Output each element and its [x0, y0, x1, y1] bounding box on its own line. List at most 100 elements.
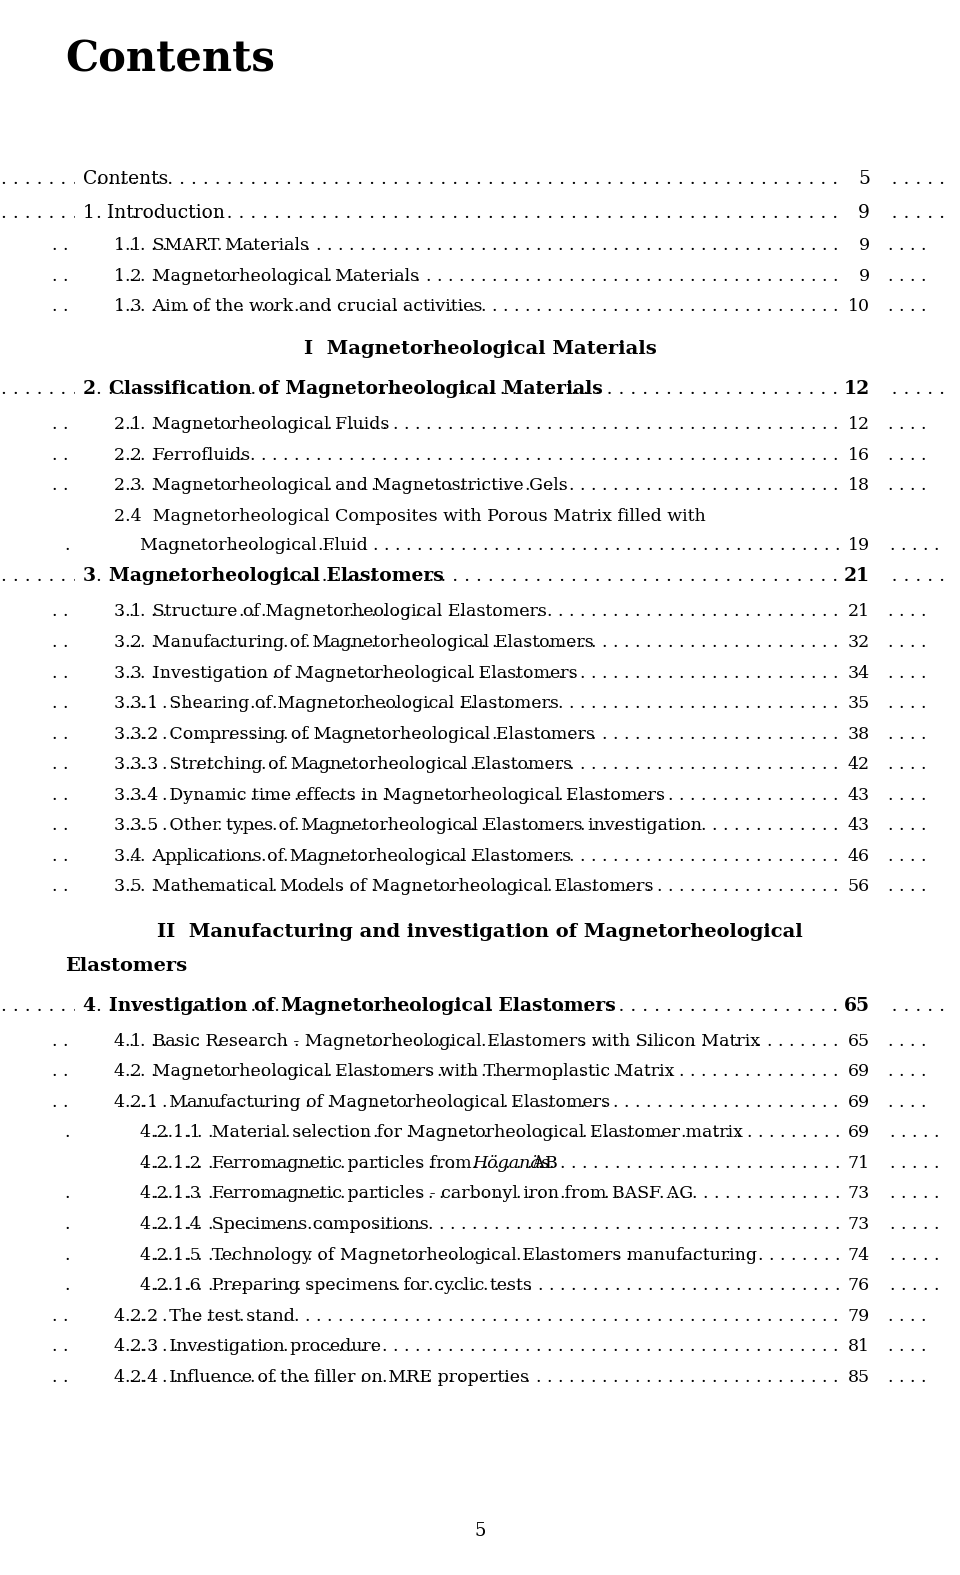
Text: 73: 73	[848, 1216, 870, 1233]
Text: 71: 71	[848, 1154, 870, 1172]
Text: 3.3.1  Shearing of Magnetorheological Elastomers: 3.3.1 Shearing of Magnetorheological Ela…	[114, 695, 559, 712]
Text: 4  Investigation of Magnetorheological Elastomers: 4 Investigation of Magnetorheological El…	[83, 997, 615, 1014]
Text: . . . . . . . . . . . . . . . . . . . . . . . . . . . . . . . . . . . . . . . . : . . . . . . . . . . . . . . . . . . . . …	[52, 635, 932, 650]
Text: 1.1  SMART Materials: 1.1 SMART Materials	[114, 238, 309, 254]
Text: . . . . . . . . . . . . . . . . . . . . . . . . . . . . . . . . . . . . . . . . : . . . . . . . . . . . . . . . . . . . . …	[1, 567, 951, 586]
Text: . . . . . . . . . . . . . . . . . . . . . . . . . . . . . . . . . . . . . . . . : . . . . . . . . . . . . . . . . . . . . …	[52, 1063, 932, 1080]
Text: 5: 5	[858, 170, 870, 187]
Text: . . . . . . . . . . . . . . . . . . . . . . . . . . . . . . . . . . . . . . . . : . . . . . . . . . . . . . . . . . . . . …	[52, 788, 932, 803]
Text: 4.2.4  Influence of the filler on MRE properties: 4.2.4 Influence of the filler on MRE pro…	[114, 1369, 529, 1386]
Text: 3.4  Applications of Magnetorheological Elastomers: 3.4 Applications of Magnetorheological E…	[114, 847, 571, 865]
Text: . . . . . . . . . . . . . . . . . . . . . . . . . . . . . . . . . . . . . . . . : . . . . . . . . . . . . . . . . . . . . …	[52, 847, 932, 865]
Text: 21: 21	[848, 603, 870, 621]
Text: 9: 9	[859, 238, 870, 254]
Text: 12: 12	[844, 380, 870, 398]
Text: 10: 10	[848, 298, 870, 315]
Text: 18: 18	[848, 477, 870, 495]
Text: 4.2.1.5  Technology of Magnetorheological Elastomers manufacturing: 4.2.1.5 Technology of Magnetorheological…	[140, 1246, 756, 1263]
Text: Elastomers: Elastomers	[65, 956, 187, 975]
Text: . . . . . . . . . . . . . . . . . . . . . . . . . . . . . . . . . . . . . . . . : . . . . . . . . . . . . . . . . . . . . …	[52, 603, 932, 621]
Text: Contents: Contents	[83, 170, 168, 187]
Text: 4.2  Magnetorheological Elastomers with Thermoplastic Matrix: 4.2 Magnetorheological Elastomers with T…	[114, 1063, 675, 1080]
Text: 4.2.1.3  Ferromagnetic particles - carbonyl iron from BASF AG: 4.2.1.3 Ferromagnetic particles - carbon…	[140, 1186, 693, 1202]
Text: 56: 56	[848, 879, 870, 896]
Text: 34: 34	[848, 665, 870, 682]
Text: 2  Classification of Magnetorheological Materials: 2 Classification of Magnetorheological M…	[83, 380, 603, 398]
Text: AB: AB	[527, 1154, 558, 1172]
Text: 4.2.1.1  Material selection for Magnetorheological Elastomer matrix: 4.2.1.1 Material selection for Magnetorh…	[140, 1125, 743, 1142]
Text: 3.1  Structure of Magnetorheological Elastomers: 3.1 Structure of Magnetorheological Elas…	[114, 603, 547, 621]
Text: 4.1  Basic Research - Magnetorheological Elastomers with Silicon Matrix: 4.1 Basic Research - Magnetorheological …	[114, 1033, 760, 1049]
Text: 3.3.2  Compressing of Magnetorheological Elastomers: 3.3.2 Compressing of Magnetorheological …	[114, 726, 595, 743]
Text: 43: 43	[848, 788, 870, 803]
Text: 79: 79	[848, 1307, 870, 1325]
Text: . . . . . . . . . . . . . . . . . . . . . . . . . . . . . . . . . . . . . . . . : . . . . . . . . . . . . . . . . . . . . …	[1, 170, 951, 187]
Text: 73: 73	[848, 1186, 870, 1202]
Text: 69: 69	[848, 1125, 870, 1142]
Text: 3  Magnetorheological Elastomers: 3 Magnetorheological Elastomers	[83, 567, 444, 586]
Text: 46: 46	[848, 847, 870, 865]
Text: 3.3.4  Dynamic time effects in Magnetorheological Elastomers: 3.3.4 Dynamic time effects in Magnetorhe…	[114, 788, 665, 803]
Text: 4.2.2  The test stand: 4.2.2 The test stand	[114, 1307, 295, 1325]
Text: 65: 65	[848, 1033, 870, 1049]
Text: . . . . . . . . . . . . . . . . . . . . . . . . . . . . . . . . . . . . . . . . : . . . . . . . . . . . . . . . . . . . . …	[1, 380, 951, 398]
Text: Höganäs: Höganäs	[472, 1154, 550, 1172]
Text: 2.3  Magnetorheological and Magnetostrictive Gels: 2.3 Magnetorheological and Magnetostrict…	[114, 477, 568, 495]
Text: . . . . . . . . . . . . . . . . . . . . . . . . . . . . . . . . . . . . . . . . : . . . . . . . . . . . . . . . . . . . . …	[65, 1154, 945, 1172]
Text: 4.2.1.4  Specimens compositions: 4.2.1.4 Specimens compositions	[140, 1216, 428, 1233]
Text: 3.5  Mathematical Models of Magnetorheological Elastomers: 3.5 Mathematical Models of Magnetorheolo…	[114, 879, 654, 896]
Text: 4.2.3  Investigation procedure: 4.2.3 Investigation procedure	[114, 1339, 381, 1354]
Text: 69: 69	[848, 1063, 870, 1080]
Text: 1.3  Aim of the work and crucial activities: 1.3 Aim of the work and crucial activiti…	[114, 298, 483, 315]
Text: . . . . . . . . . . . . . . . . . . . . . . . . . . . . . . . . . . . . . . . . : . . . . . . . . . . . . . . . . . . . . …	[52, 416, 932, 433]
Text: 32: 32	[848, 635, 870, 650]
Text: 43: 43	[848, 817, 870, 835]
Text: . . . . . . . . . . . . . . . . . . . . . . . . . . . . . . . . . . . . . . . . : . . . . . . . . . . . . . . . . . . . . …	[52, 879, 932, 896]
Text: . . . . . . . . . . . . . . . . . . . . . . . . . . . . . . . . . . . . . . . . : . . . . . . . . . . . . . . . . . . . . …	[52, 726, 932, 743]
Text: . . . . . . . . . . . . . . . . . . . . . . . . . . . . . . . . . . . . . . . . : . . . . . . . . . . . . . . . . . . . . …	[1, 997, 951, 1014]
Text: 21: 21	[844, 567, 870, 586]
Text: 42: 42	[848, 756, 870, 773]
Text: I  Magnetorheological Materials: I Magnetorheological Materials	[303, 340, 657, 358]
Text: . . . . . . . . . . . . . . . . . . . . . . . . . . . . . . . . . . . . . . . . : . . . . . . . . . . . . . . . . . . . . …	[52, 756, 932, 773]
Text: Contents: Contents	[65, 38, 275, 80]
Text: 65: 65	[844, 997, 870, 1014]
Text: 5: 5	[474, 1521, 486, 1540]
Text: . . . . . . . . . . . . . . . . . . . . . . . . . . . . . . . . . . . . . . . . : . . . . . . . . . . . . . . . . . . . . …	[1, 203, 951, 222]
Text: 1  Introduction: 1 Introduction	[83, 203, 225, 222]
Text: . . . . . . . . . . . . . . . . . . . . . . . . . . . . . . . . . . . . . . . . : . . . . . . . . . . . . . . . . . . . . …	[65, 1186, 945, 1202]
Text: 3.2  Manufacturing of Magnetorheological Elastomers: 3.2 Manufacturing of Magnetorheological …	[114, 635, 594, 650]
Text: . . . . . . . . . . . . . . . . . . . . . . . . . . . . . . . . . . . . . . . . : . . . . . . . . . . . . . . . . . . . . …	[52, 298, 932, 315]
Text: . . . . . . . . . . . . . . . . . . . . . . . . . . . . . . . . . . . . . . . . : . . . . . . . . . . . . . . . . . . . . …	[52, 238, 932, 254]
Text: . . . . . . . . . . . . . . . . . . . . . . . . . . . . . . . . . . . . . . . . : . . . . . . . . . . . . . . . . . . . . …	[52, 1307, 932, 1325]
Text: . . . . . . . . . . . . . . . . . . . . . . . . . . . . . . . . . . . . . . . . : . . . . . . . . . . . . . . . . . . . . …	[52, 1033, 932, 1049]
Text: 3.3  Investigation of Magnetorheological Elastomers: 3.3 Investigation of Magnetorheological …	[114, 665, 578, 682]
Text: . . . . . . . . . . . . . . . . . . . . . . . . . . . . . . . . . . . . . . . . : . . . . . . . . . . . . . . . . . . . . …	[52, 665, 932, 682]
Text: 16: 16	[848, 447, 870, 463]
Text: 9: 9	[858, 203, 870, 222]
Text: 81: 81	[848, 1339, 870, 1354]
Text: . . . . . . . . . . . . . . . . . . . . . . . . . . . . . . . . . . . . . . . . : . . . . . . . . . . . . . . . . . . . . …	[52, 817, 932, 835]
Text: 69: 69	[848, 1093, 870, 1110]
Text: 2.2  Ferrofluids: 2.2 Ferrofluids	[114, 447, 251, 463]
Text: 4.2.1.2  Ferromagnetic particles from: 4.2.1.2 Ferromagnetic particles from	[140, 1154, 477, 1172]
Text: . . . . . . . . . . . . . . . . . . . . . . . . . . . . . . . . . . . . . . . . : . . . . . . . . . . . . . . . . . . . . …	[52, 1369, 932, 1386]
Text: 38: 38	[848, 726, 870, 743]
Text: . . . . . . . . . . . . . . . . . . . . . . . . . . . . . . . . . . . . . . . . : . . . . . . . . . . . . . . . . . . . . …	[65, 1246, 945, 1263]
Text: . . . . . . . . . . . . . . . . . . . . . . . . . . . . . . . . . . . . . . . . : . . . . . . . . . . . . . . . . . . . . …	[52, 695, 932, 712]
Text: 1.2  Magnetorheological Materials: 1.2 Magnetorheological Materials	[114, 268, 420, 285]
Text: II  Manufacturing and investigation of Magnetorheological: II Manufacturing and investigation of Ma…	[157, 923, 803, 940]
Text: . . . . . . . . . . . . . . . . . . . . . . . . . . . . . . . . . . . . . . . . : . . . . . . . . . . . . . . . . . . . . …	[52, 447, 932, 463]
Text: 19: 19	[848, 537, 870, 554]
Text: . . . . . . . . . . . . . . . . . . . . . . . . . . . . . . . . . . . . . . . . : . . . . . . . . . . . . . . . . . . . . …	[52, 477, 932, 495]
Text: 35: 35	[848, 695, 870, 712]
Text: . . . . . . . . . . . . . . . . . . . . . . . . . . . . . . . . . . . . . . . . : . . . . . . . . . . . . . . . . . . . . …	[52, 268, 932, 285]
Text: . . . . . . . . . . . . . . . . . . . . . . . . . . . . . . . . . . . . . . . . : . . . . . . . . . . . . . . . . . . . . …	[65, 1125, 945, 1142]
Text: . . . . . . . . . . . . . . . . . . . . . . . . . . . . . . . . . . . . . . . . : . . . . . . . . . . . . . . . . . . . . …	[65, 537, 945, 554]
Text: 74: 74	[848, 1246, 870, 1263]
Text: 85: 85	[848, 1369, 870, 1386]
Text: 9: 9	[859, 268, 870, 285]
Text: Magnetorheological Fluid: Magnetorheological Fluid	[140, 537, 368, 554]
Text: 2.4  Magnetorheological Composites with Porous Matrix filled with: 2.4 Magnetorheological Composites with P…	[114, 507, 706, 524]
Text: . . . . . . . . . . . . . . . . . . . . . . . . . . . . . . . . . . . . . . . . : . . . . . . . . . . . . . . . . . . . . …	[65, 1277, 945, 1295]
